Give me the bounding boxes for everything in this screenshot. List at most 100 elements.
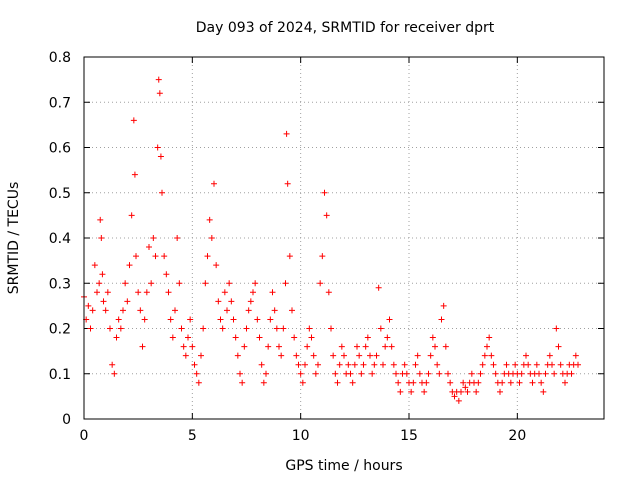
- data-point: [265, 343, 272, 350]
- y-axis-label: SRMTID / TECUs: [6, 182, 22, 295]
- data-point: [382, 343, 389, 350]
- data-point: [538, 379, 545, 386]
- data-point: [427, 352, 434, 359]
- data-point: [282, 280, 289, 287]
- data-point: [551, 370, 558, 377]
- data-point: [111, 370, 118, 377]
- x-tick-label: 10: [292, 428, 310, 444]
- data-point: [237, 370, 243, 377]
- data-point: [568, 370, 575, 377]
- data-point: [289, 307, 295, 314]
- data-point: [104, 289, 111, 296]
- x-axis-label: GPS time / hours: [285, 458, 402, 474]
- data-point: [169, 334, 176, 341]
- data-point: [217, 316, 224, 323]
- data-point: [533, 361, 540, 368]
- data-point: [161, 253, 168, 260]
- data-point: [254, 316, 261, 323]
- data-point: [555, 343, 562, 350]
- data-point: [276, 343, 282, 350]
- data-point: [351, 361, 358, 368]
- data-point: [436, 370, 443, 377]
- data-point: [271, 307, 278, 314]
- data-point: [250, 289, 256, 296]
- data-point: [477, 370, 484, 377]
- data-point: [481, 352, 488, 359]
- data-point: [401, 361, 408, 368]
- data-point: [234, 352, 241, 359]
- data-point: [206, 216, 213, 223]
- data-point: [302, 361, 308, 368]
- data-point: [364, 334, 371, 341]
- data-point: [260, 379, 267, 386]
- y-tick-label: 0.5: [49, 186, 71, 202]
- data-point: [507, 379, 514, 386]
- data-point: [455, 397, 462, 404]
- data-point: [198, 352, 204, 359]
- data-point: [97, 216, 104, 223]
- data-point: [126, 262, 133, 269]
- data-point: [395, 379, 402, 386]
- data-point: [549, 361, 555, 368]
- data-point: [319, 253, 326, 260]
- data-point: [434, 361, 441, 368]
- data-point: [349, 379, 356, 386]
- data-point: [542, 370, 549, 377]
- y-tick-labels: 0 0.1 0.2 0.3 0.4 0.5 0.6 0.7 0.8: [49, 50, 71, 428]
- data-point: [139, 343, 146, 350]
- data-point: [553, 325, 560, 332]
- data-point: [490, 361, 497, 368]
- data-point: [373, 352, 380, 359]
- data-point: [375, 284, 382, 291]
- data-point: [204, 253, 211, 260]
- data-point: [213, 262, 220, 269]
- data-point: [484, 343, 490, 350]
- data-point: [475, 379, 482, 386]
- data-point: [397, 388, 404, 395]
- data-point: [252, 280, 259, 287]
- data-point: [479, 361, 486, 368]
- data-point: [369, 370, 376, 377]
- data-point: [109, 361, 116, 368]
- data-point: [146, 244, 152, 251]
- chart-title: Day 093 of 2024, SRMTID for receiver dpr…: [196, 20, 495, 36]
- y-tick-label: 0.4: [49, 231, 71, 247]
- data-point: [241, 343, 248, 350]
- data-point: [211, 180, 217, 187]
- data-point: [451, 393, 458, 400]
- data-point: [460, 379, 467, 386]
- x-tick-label: 5: [188, 428, 197, 444]
- data-point: [189, 343, 196, 350]
- data-point: [408, 388, 415, 395]
- data-point: [185, 334, 191, 341]
- x-tick-label: 20: [508, 428, 526, 444]
- x-tick-label: 15: [400, 428, 418, 444]
- data-point: [393, 370, 399, 377]
- data-point: [341, 352, 347, 359]
- data-point: [124, 298, 131, 305]
- data-point: [414, 352, 421, 359]
- data-point: [445, 370, 451, 377]
- y-tick-label: 0.7: [49, 95, 71, 111]
- data-point: [497, 388, 503, 395]
- data-point: [330, 352, 337, 359]
- data-point: [332, 370, 339, 377]
- data-point: [232, 334, 239, 341]
- data-point: [154, 144, 161, 151]
- data-point: [256, 334, 263, 341]
- data-point: [312, 370, 319, 377]
- data-point: [96, 280, 103, 287]
- data-point: [200, 325, 207, 332]
- x-tick-label: 0: [80, 428, 89, 444]
- data-point: [503, 361, 510, 368]
- data-point: [423, 379, 430, 386]
- data-point: [226, 280, 233, 287]
- data-point: [178, 325, 185, 332]
- data-point: [182, 352, 189, 359]
- data-point: [488, 352, 495, 359]
- data-point: [440, 302, 447, 309]
- data-point: [338, 343, 345, 350]
- y-tick-label: 0.2: [49, 322, 71, 338]
- data-point: [317, 280, 324, 287]
- x-tick-labels: 0 5 10 15 20: [80, 428, 527, 444]
